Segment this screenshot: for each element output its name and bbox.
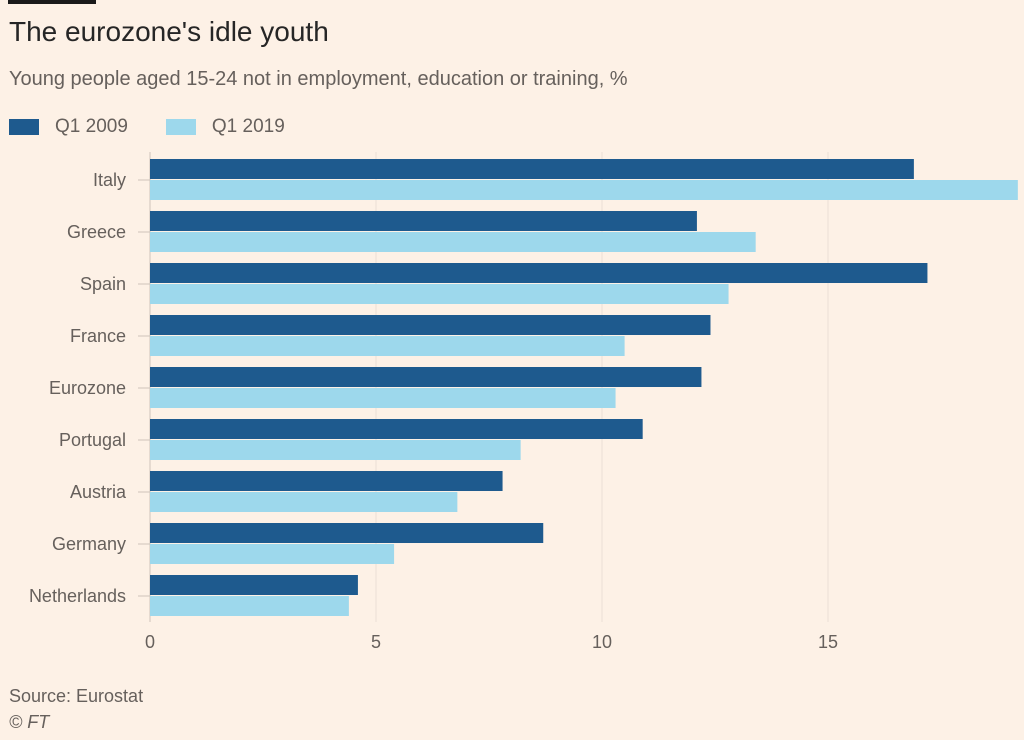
bar-greece-q1-2019	[150, 232, 756, 252]
legend-label-2019: Q1 2019	[211, 116, 285, 137]
bar-eurozone-q1-2009	[150, 367, 702, 387]
bar-portugal-q1-2019	[150, 440, 521, 460]
category-label: Italy	[93, 170, 126, 190]
credit-note: © FT	[9, 712, 50, 732]
source-note: Source: Eurostat	[9, 686, 144, 706]
chart-subtitle: Young people aged 15-24 not in employmen…	[9, 68, 628, 90]
category-label: Eurozone	[49, 378, 126, 398]
x-tick-label: 15	[818, 632, 838, 652]
category-label: Netherlands	[29, 586, 126, 606]
bar-austria-q1-2019	[150, 492, 458, 512]
legend-label-2009: Q1 2009	[55, 116, 128, 137]
category-label: Greece	[67, 222, 126, 242]
bar-greece-q1-2009	[150, 211, 697, 231]
bar-spain-q1-2019	[150, 284, 729, 304]
bar-spain-q1-2009	[150, 263, 928, 283]
bar-eurozone-q1-2019	[150, 388, 616, 408]
bar-netherlands-q1-2019	[150, 596, 349, 616]
category-label: Portugal	[59, 430, 126, 450]
legend-swatch-2009	[9, 119, 39, 135]
x-tick-label: 5	[371, 632, 381, 652]
category-label: Spain	[80, 274, 126, 294]
bar-france-q1-2009	[150, 315, 711, 335]
x-tick-label: 10	[592, 632, 612, 652]
category-label: Austria	[70, 482, 127, 502]
bar-portugal-q1-2009	[150, 419, 643, 439]
legend: Q1 2009 Q1 2019	[9, 116, 285, 138]
legend-swatch-2019	[165, 119, 196, 135]
bar-netherlands-q1-2009	[150, 575, 358, 595]
bar-austria-q1-2009	[150, 471, 503, 491]
bar-italy-q1-2019	[150, 180, 1018, 200]
legend-item-2009: Q1 2009	[9, 116, 128, 138]
chart-title: The eurozone's idle youth	[9, 16, 329, 47]
bar-italy-q1-2009	[150, 159, 914, 179]
bar-france-q1-2019	[150, 336, 625, 356]
category-label: Germany	[52, 534, 126, 554]
x-tick-label: 0	[145, 632, 155, 652]
brand-bar	[8, 0, 96, 4]
legend-item-2019: Q1 2019	[165, 116, 285, 138]
bar-germany-q1-2019	[150, 544, 395, 564]
category-label: France	[70, 326, 126, 346]
bar-germany-q1-2009	[150, 523, 544, 543]
